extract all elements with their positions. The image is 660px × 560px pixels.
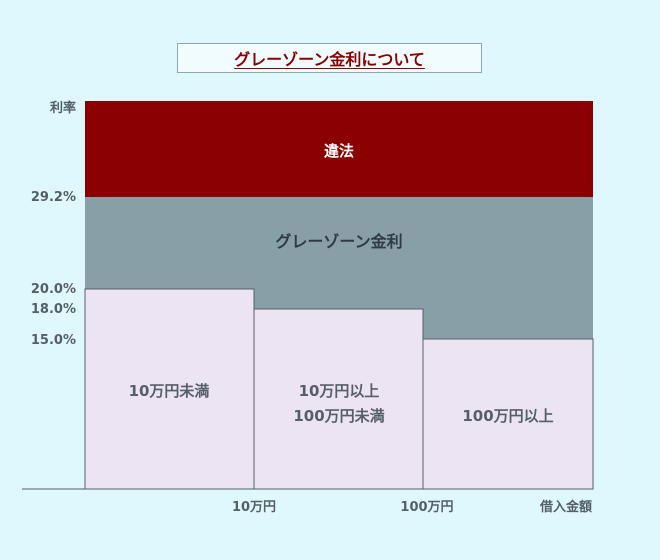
- x-tick-1m: 100万円: [400, 500, 453, 515]
- band-label-over-1m: 100万円以上: [462, 407, 553, 425]
- band-label-100k-to-1m-line1: 10万円以上: [299, 382, 380, 400]
- band-label-under-100k: 10万円未満: [129, 382, 210, 400]
- y-tick-20-0: 20.0%: [31, 282, 76, 297]
- x-axis-label: 借入金額: [539, 499, 592, 515]
- x-tick-100k: 10万円: [232, 500, 276, 515]
- illegal-zone-label: 違法: [324, 142, 354, 160]
- title-box: グレーゾーン金利について: [177, 43, 482, 73]
- diagram-title: グレーゾーン金利について: [234, 50, 425, 69]
- y-tick-15-0: 15.0%: [31, 333, 76, 348]
- y-axis-label: 利率: [50, 100, 76, 116]
- y-tick-29-2: 29.2%: [31, 190, 76, 205]
- band-100k-to-1m: [253, 308, 424, 490]
- band-under-100k: [84, 288, 255, 490]
- y-tick-18-0: 18.0%: [31, 302, 76, 317]
- band-label-100k-to-1m-line2: 100万円未満: [293, 407, 384, 425]
- illegal-zone: [85, 101, 593, 197]
- band-over-1m: [422, 338, 594, 490]
- gray-zone-label: グレーゾーン金利: [275, 232, 402, 251]
